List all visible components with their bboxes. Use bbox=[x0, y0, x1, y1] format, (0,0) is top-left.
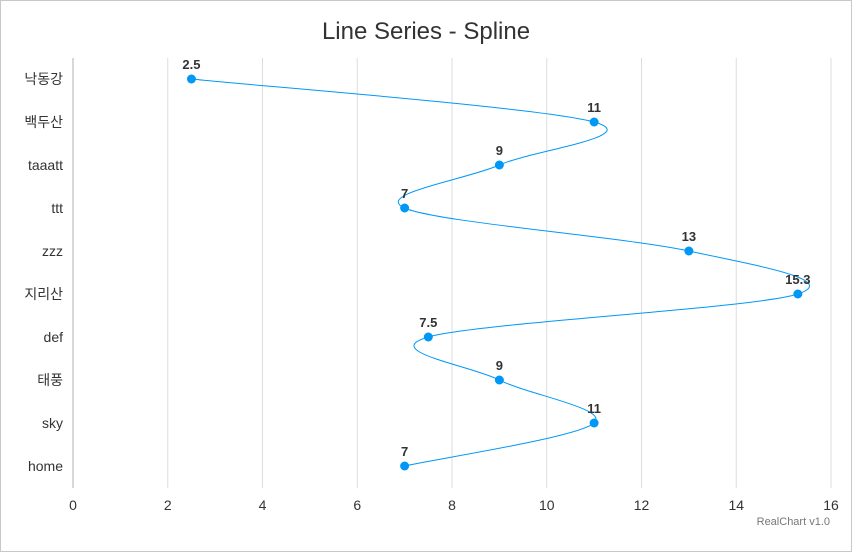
grid-lines bbox=[167, 58, 832, 488]
data-label: 15.3 bbox=[785, 272, 810, 287]
chart-credit: RealChart v1.0 bbox=[756, 516, 830, 528]
category-label: taaatt bbox=[28, 157, 63, 173]
category-label: 지리산 bbox=[24, 286, 63, 302]
data-label: 13 bbox=[682, 229, 696, 244]
data-point bbox=[494, 160, 504, 170]
data-label: 7 bbox=[401, 186, 408, 201]
data-point bbox=[589, 117, 599, 127]
data-point bbox=[589, 418, 599, 428]
data-point bbox=[400, 203, 410, 213]
value-tick-label: 14 bbox=[728, 497, 744, 513]
data-label: 9 bbox=[496, 358, 503, 373]
category-label: def bbox=[44, 329, 64, 345]
data-label: 2.5 bbox=[182, 57, 200, 72]
value-tick-label: 2 bbox=[164, 497, 172, 513]
data-labels: 2.5 11 9 7 13 15.3 7.5 9 11 7 bbox=[182, 57, 810, 459]
series-spline-line bbox=[191, 78, 810, 467]
value-tick-label: 8 bbox=[448, 497, 456, 513]
data-point bbox=[186, 74, 196, 84]
value-tick-label: 6 bbox=[353, 497, 361, 513]
data-point bbox=[494, 375, 504, 385]
category-label: 태풍 bbox=[37, 372, 63, 388]
category-label: ttt bbox=[51, 200, 63, 216]
data-label: 7 bbox=[401, 444, 408, 459]
value-tick-label: 10 bbox=[539, 497, 555, 513]
value-tick-label: 0 bbox=[69, 497, 77, 513]
category-label: 백두산 bbox=[24, 114, 63, 130]
data-label: 11 bbox=[587, 100, 601, 115]
value-tick-label: 16 bbox=[823, 497, 839, 513]
value-tick-label: 4 bbox=[259, 497, 267, 513]
data-point bbox=[423, 332, 433, 342]
value-axis-labels: 0 2 4 6 8 10 12 14 16 bbox=[69, 497, 839, 513]
data-label: 7.5 bbox=[419, 315, 437, 330]
data-point bbox=[400, 461, 410, 471]
series-points bbox=[186, 74, 803, 471]
data-point bbox=[684, 246, 694, 256]
value-tick-label: 12 bbox=[634, 497, 650, 513]
data-label: 9 bbox=[496, 143, 503, 158]
category-label: home bbox=[28, 458, 63, 474]
category-label: 낙동강 bbox=[24, 71, 63, 87]
data-point bbox=[793, 289, 803, 299]
chart-title: Line Series - Spline bbox=[321, 18, 531, 45]
data-label: 11 bbox=[587, 401, 601, 416]
category-label: sky bbox=[42, 415, 63, 431]
category-label: zzz bbox=[42, 243, 63, 259]
